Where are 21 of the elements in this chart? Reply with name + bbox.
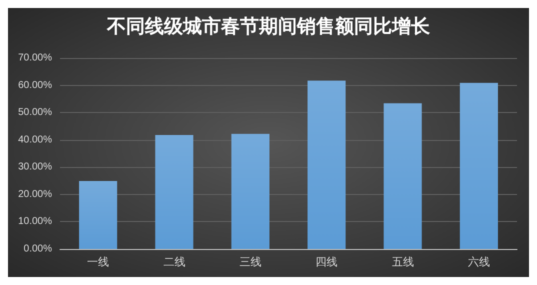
bar — [155, 134, 194, 249]
y-tick-label: 20.00% — [18, 188, 52, 200]
bar — [79, 181, 118, 249]
x-tick-label: 六线 — [468, 256, 490, 268]
y-tick-label: 30.00% — [18, 162, 52, 173]
y-tick-label: 40.00% — [18, 134, 52, 146]
y-tick-label: 70.00% — [18, 52, 52, 64]
x-tick-label: 二线 — [163, 256, 186, 268]
chart-title: 不同线级城市春节期间销售额同比增长 — [106, 16, 431, 38]
bar — [231, 134, 270, 249]
y-tick-label: 60.00% — [18, 80, 52, 91]
x-tick-label: 四线 — [316, 256, 338, 268]
x-tick-label: 三线 — [239, 256, 262, 268]
bar — [384, 103, 422, 249]
bar — [308, 80, 346, 249]
y-tick-label: 0.00% — [24, 244, 52, 254]
y-tick-label: 10.00% — [18, 216, 52, 228]
y-tick-label: 50.00% — [18, 107, 52, 118]
x-tick-label: 五线 — [392, 256, 414, 268]
bar — [460, 82, 498, 249]
x-tick-label: 一线 — [87, 256, 110, 268]
